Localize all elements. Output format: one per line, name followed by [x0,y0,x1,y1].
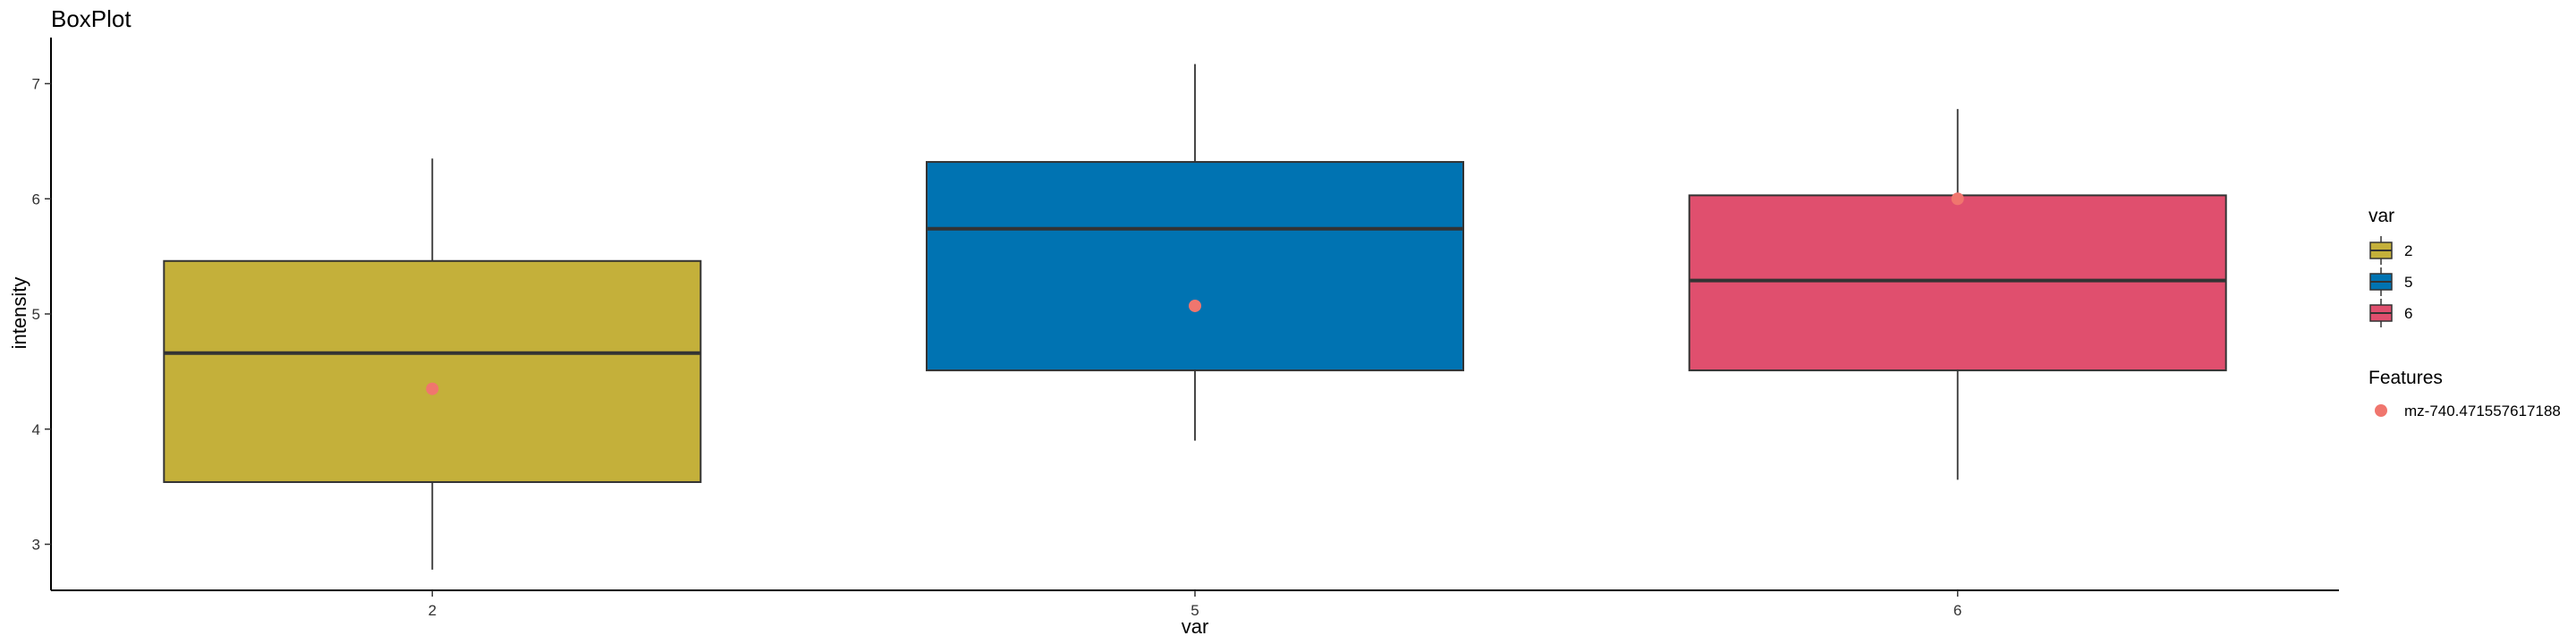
legend-title-var: var [2368,206,2394,226]
x-tick-label: 6 [1953,602,1962,619]
x-tick-label: 5 [1191,602,1199,619]
y-axis-title: intensity [8,277,30,350]
legend: var 2 5 6 Features mz-740.471557617188 [2368,206,2561,419]
y-tick-label: 5 [32,306,40,323]
box-6 [1688,194,2227,372]
feature-point [426,382,439,395]
y-tick-label: 4 [32,421,40,438]
chart-title: BoxPlot [51,5,131,32]
legend-label: 5 [2404,274,2412,291]
legend-label: 2 [2404,242,2412,259]
legend-point-key [2375,404,2387,417]
legend-title-features: Features [2368,368,2443,388]
legend-label: 6 [2404,305,2412,322]
feature-point [1189,299,1201,312]
y-tick-label: 7 [32,76,40,93]
legend-label: mz-740.471557617188 [2404,402,2561,419]
plot-area: 3 4 5 6 7 2 5 6 [32,38,2339,619]
y-tick-label: 3 [32,537,40,554]
box-2 [163,259,702,483]
feature-point [1951,192,1964,206]
x-tick-label: 2 [428,602,436,619]
x-axis-title: var [1182,615,1209,638]
box-5 [926,161,1464,372]
y-tick-label: 6 [32,191,40,208]
